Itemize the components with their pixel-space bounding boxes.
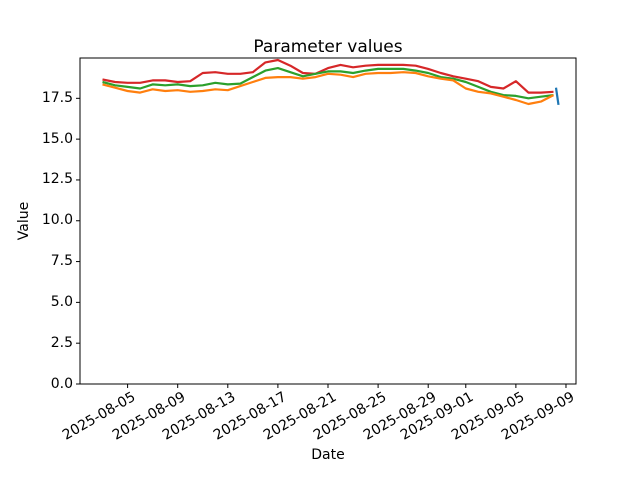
series-orange-line [102,71,555,106]
plot-frame [79,57,577,385]
x-axis-label: Date [311,447,345,463]
y-tick-label: 10.0 [41,212,73,229]
y-tick-label: 0.0 [50,375,73,392]
chart-title: Parameter values [253,37,403,57]
series-red-line [102,58,554,94]
series-green-line [102,66,554,100]
y-tick-label: 5.0 [50,293,73,310]
y-tick-label: 2.5 [50,334,73,351]
y-tick-label: 12.5 [41,171,73,188]
y-tick-label: 17.5 [41,89,73,106]
y-tick-label: 15.0 [41,130,73,147]
series-blue-line [554,87,560,106]
y-tick-label: 7.5 [50,253,73,270]
